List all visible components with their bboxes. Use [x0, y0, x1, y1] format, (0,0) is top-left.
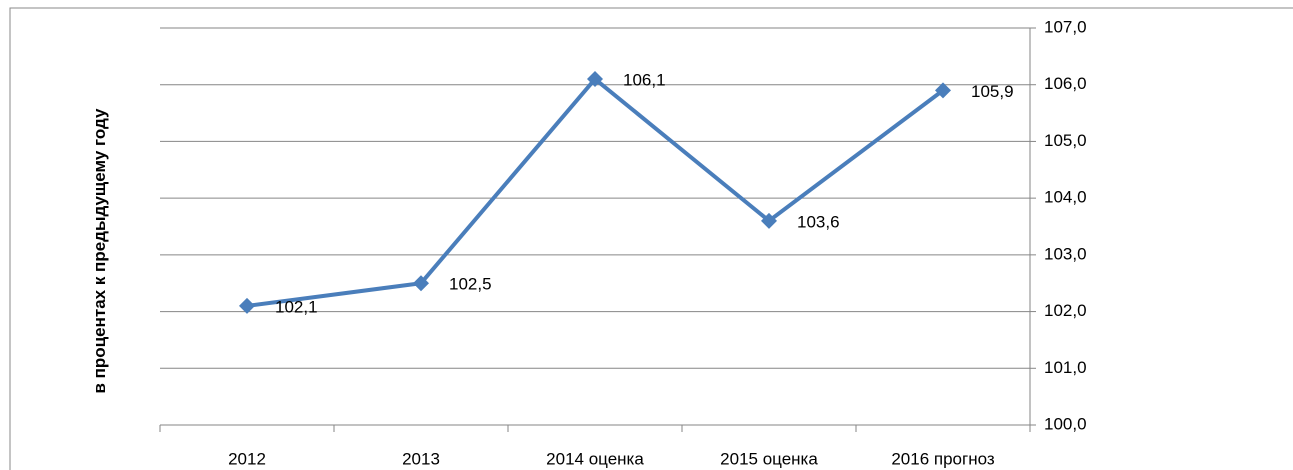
data-label: 105,9 [971, 82, 1014, 101]
x-tick-label: 2015 оценка [720, 449, 818, 468]
x-tick-label: 2013 [402, 449, 440, 468]
data-label: 103,6 [797, 212, 840, 231]
y-tick-label: 100,0 [1044, 414, 1087, 433]
marker [935, 82, 951, 99]
x-tick-label: 2014 оценка [546, 449, 644, 468]
y-tick-label: 101,0 [1044, 358, 1087, 377]
marker [413, 275, 429, 292]
x-tick-label: 2012 [228, 449, 266, 468]
marker [761, 212, 777, 229]
marker [239, 297, 255, 314]
data-label: 106,1 [623, 71, 666, 90]
chart-frame [9, 7, 1293, 470]
y-tick-label: 107,0 [1044, 17, 1087, 36]
y-tick-label: 102,0 [1044, 301, 1087, 320]
y-tick-label: 103,0 [1044, 244, 1087, 263]
data-label: 102,1 [275, 297, 318, 316]
y-tick-label: 106,0 [1044, 74, 1087, 93]
line [246, 76, 945, 308]
data-label: 102,5 [449, 275, 492, 294]
y-tick-label: 105,0 [1044, 131, 1087, 150]
x-tick-label: 2016 прогноз [891, 449, 995, 468]
y-axis-title: в процентах к предыдущему году [90, 108, 109, 394]
y-tick-label: 104,0 [1044, 188, 1087, 207]
marker [587, 71, 603, 88]
